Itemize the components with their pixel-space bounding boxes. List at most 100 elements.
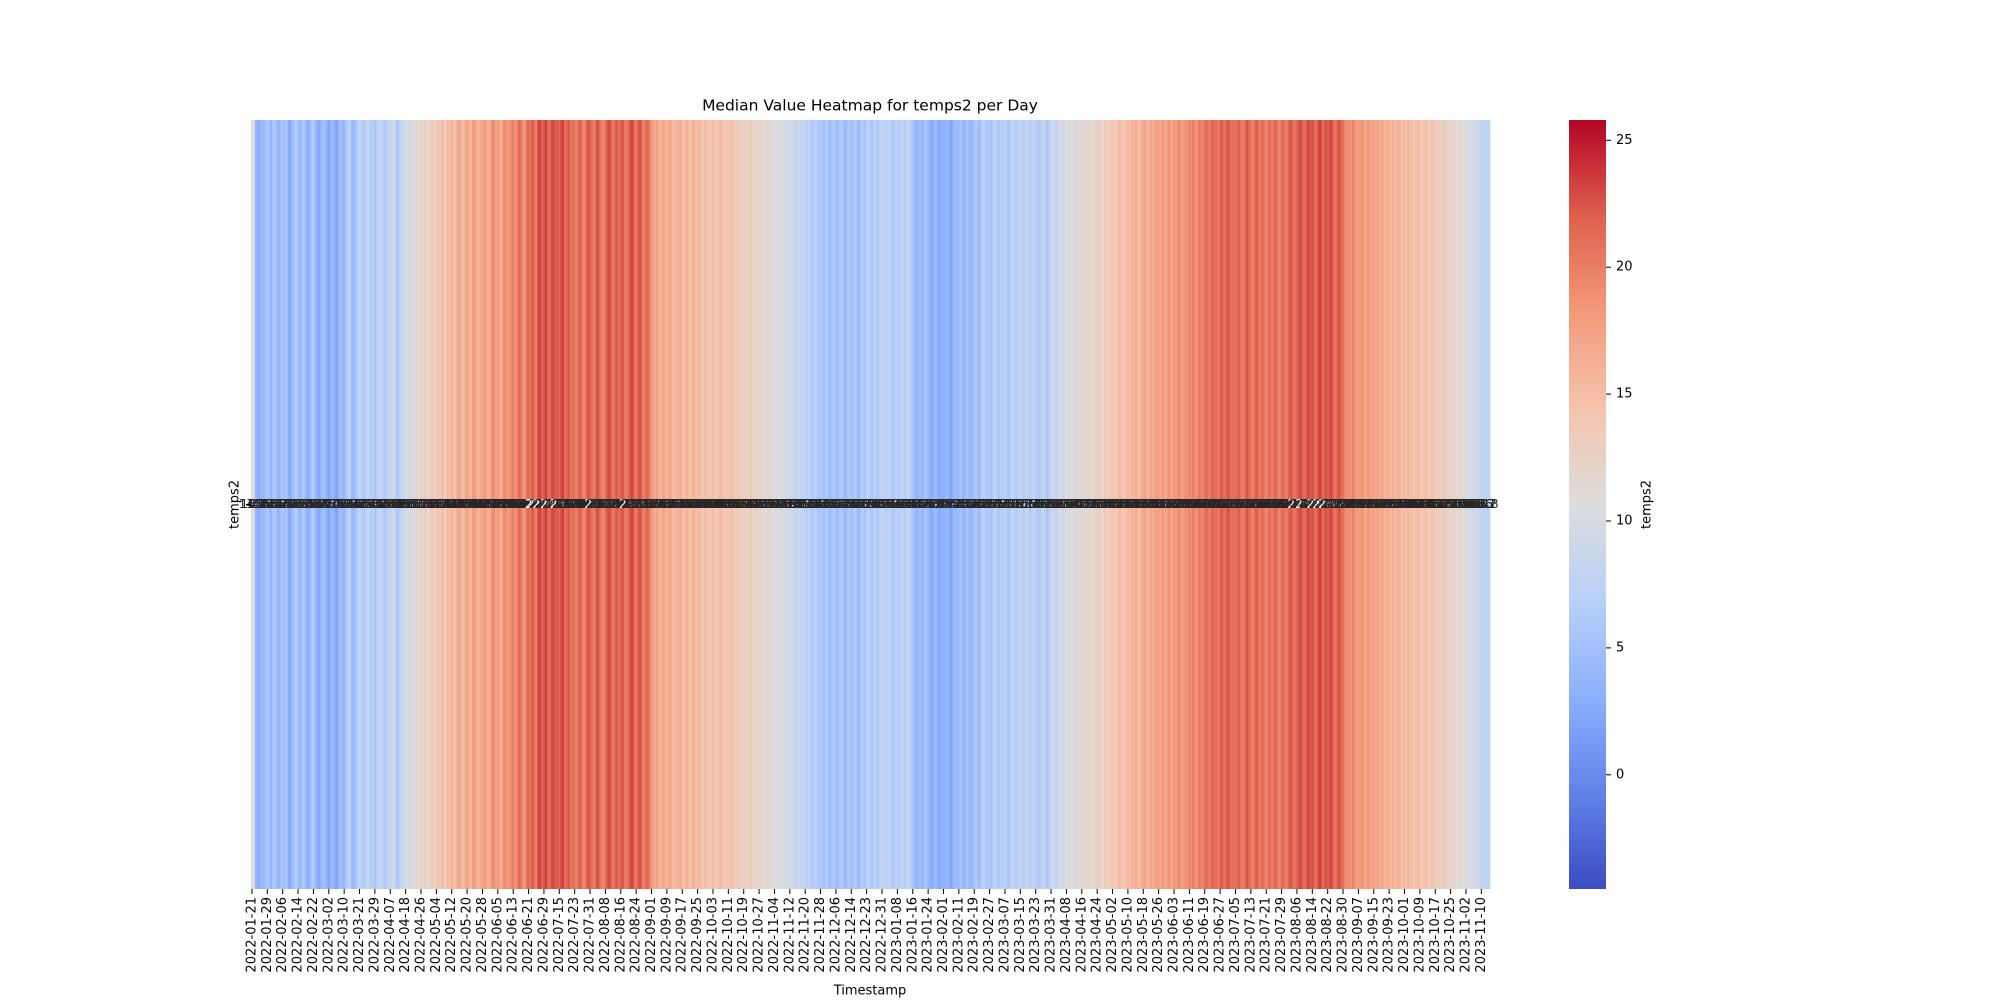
heatmap-cell [295, 120, 298, 889]
heatmap-cell [1109, 120, 1112, 889]
cell-annotation: 20.8 [1211, 497, 1238, 511]
cell-annotation: 7.2 [1013, 497, 1032, 511]
heatmap-cell [396, 120, 400, 889]
cell-annotation: 22.5 [1316, 497, 1343, 511]
x-tick-label: 2022-12-06 [828, 897, 843, 973]
cell-annotation: 15.6 [1115, 497, 1142, 511]
heatmap-cell [850, 120, 853, 889]
cell-annotation: 3.8 [335, 497, 354, 511]
cell-annotation: 7.9 [369, 497, 388, 511]
cell-annotation: 4.6 [315, 497, 334, 511]
cell-annotation: 4.9 [915, 497, 934, 511]
heatmap-cell [936, 120, 940, 889]
cell-annotation: 15.9 [1372, 497, 1399, 511]
cell-annotation: 17.7 [1138, 497, 1165, 511]
heatmap-cell [1438, 120, 1441, 889]
cell-annotation: 9.4 [782, 497, 801, 511]
heatmap-cell [694, 120, 698, 889]
heatmap-cell [1174, 120, 1178, 889]
heatmap-cell [546, 120, 550, 889]
x-tick-label: 2023-08-06 [1289, 897, 1304, 973]
cell-annotation: 7.8 [995, 497, 1014, 511]
heatmap-cell [341, 120, 344, 889]
cell-annotation: 16.9 [1353, 497, 1380, 511]
heatmap-cell [1211, 120, 1214, 889]
cell-annotation: 16.6 [655, 497, 682, 511]
cell-annotation: 16.9 [469, 497, 496, 511]
cell-annotation: 21.9 [1276, 497, 1303, 511]
cell-annotation: 17.5 [483, 497, 510, 511]
cell-annotation: 8.6 [1042, 497, 1061, 511]
cell-annotation: 20 [1211, 497, 1226, 511]
heatmap-cell [446, 120, 450, 889]
cell-annotation: 6.8 [367, 497, 386, 511]
cell-annotation: 4.8 [260, 497, 279, 511]
cell-annotation: 20.3 [517, 497, 544, 511]
cell-annotation: 12.2 [1070, 497, 1097, 511]
cell-annotation: 8.3 [379, 497, 398, 511]
cell-annotation: 10.3 [765, 497, 792, 511]
heatmap-cell [306, 120, 310, 889]
cell-annotation: 16.9 [1130, 497, 1157, 511]
heatmap-cell [836, 120, 840, 889]
cell-annotation: 21.2 [615, 497, 642, 511]
cell-annotation: 5.1 [313, 497, 332, 511]
heatmap-cell [566, 120, 569, 889]
cell-annotation: 13.8 [690, 497, 717, 511]
cell-annotation: 7.2 [974, 497, 993, 511]
cell-annotation: 15.7 [648, 497, 675, 511]
heatmap-cell [1272, 120, 1276, 889]
cell-annotation: 19.8 [1188, 497, 1215, 511]
cell-annotation: 14 [707, 497, 722, 511]
cell-annotation: 6.4 [377, 497, 396, 511]
cell-annotation: 13.4 [1431, 497, 1458, 511]
heatmap-cell [1488, 120, 1491, 889]
cell-annotation: 19.6 [1332, 497, 1359, 511]
heatmap-cell [1236, 120, 1239, 889]
heatmap-cell [1077, 120, 1080, 889]
heatmap-cell [658, 120, 661, 889]
cell-annotation: 16.4 [452, 497, 479, 511]
x-tick-label: 2022-05-28 [475, 897, 490, 973]
heatmap-cell [942, 120, 945, 889]
heatmap-cell [861, 120, 865, 889]
heatmap-cell [485, 120, 488, 889]
cell-annotation: 7.6 [381, 497, 400, 511]
cell-annotation: 21.1 [1213, 497, 1240, 511]
cell-annotation: 14.5 [717, 497, 744, 511]
cell-annotation: 8.3 [1034, 497, 1053, 511]
cell-annotation: 14.1 [419, 497, 446, 511]
cell-annotation: 6.3 [832, 497, 851, 511]
cell-annotation: 16.6 [477, 497, 504, 511]
cell-annotation: 6.6 [356, 497, 375, 511]
heatmap-cell [567, 120, 571, 889]
heatmap-cell [1392, 120, 1395, 889]
cell-annotation: 22.7 [1214, 497, 1241, 511]
heatmap-cell [758, 120, 761, 889]
heatmap-cell [443, 120, 446, 889]
cell-annotation: 17.9 [1343, 497, 1370, 511]
cell-annotation: 7.8 [360, 497, 379, 511]
cell-annotation: 6.1 [824, 497, 843, 511]
cell-annotation: 16.8 [1147, 497, 1174, 511]
heatmap-cell [1353, 120, 1356, 889]
cell-annotation: 19.4 [1189, 497, 1216, 511]
heatmap-cell [740, 120, 744, 889]
heatmap-cell [518, 120, 521, 889]
cell-annotation: 20.6 [611, 497, 638, 511]
heatmap-cell [291, 120, 294, 889]
cell-annotation: 19.5 [1266, 497, 1293, 511]
heatmap-cell [781, 120, 784, 889]
cell-annotation: 18.4 [638, 497, 665, 511]
heatmap-cell [537, 120, 540, 889]
cell-annotation: 10.6 [394, 497, 421, 511]
heatmap-cell [1286, 120, 1289, 889]
heatmap-cell [398, 120, 402, 889]
heatmap-cell [347, 120, 350, 889]
cell-annotation: 5 [832, 497, 840, 511]
cell-annotation: 16.5 [642, 497, 669, 511]
cell-annotation: 10.5 [1080, 497, 1107, 511]
cell-annotation: 15.2 [669, 497, 696, 511]
heatmap-cell [777, 120, 780, 889]
